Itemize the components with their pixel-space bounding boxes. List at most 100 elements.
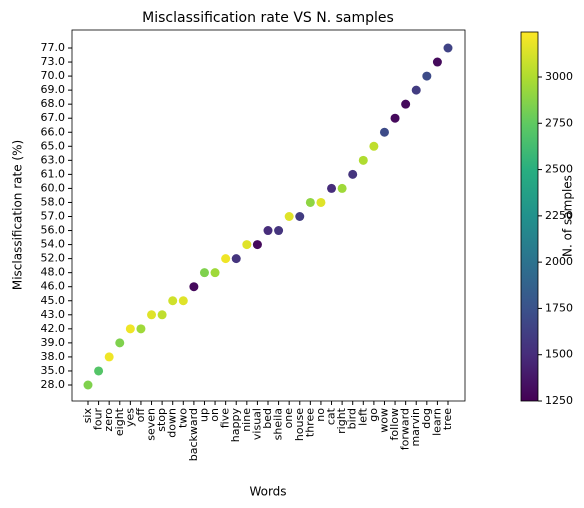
x-tick-label: right: [335, 407, 348, 434]
point: [178, 296, 188, 306]
point: [401, 99, 411, 109]
point: [284, 212, 294, 221]
point: [189, 282, 199, 292]
colorbar-tick-label: 2500: [545, 163, 573, 176]
x-tick-label: bed: [261, 408, 274, 429]
point: [221, 254, 231, 264]
point: [125, 324, 135, 334]
plot-frame: [71, 29, 466, 402]
x-tick-label: four: [92, 408, 105, 431]
y-tick-label: 28.0: [41, 378, 66, 391]
x-tick-label: yes: [123, 408, 136, 427]
point: [327, 183, 337, 193]
y-tick-label: 54.0: [41, 238, 66, 251]
colorbar-label: N. of samples: [561, 175, 575, 257]
x-tick-label: left: [356, 407, 369, 426]
x-tick-label: three: [303, 408, 316, 437]
x-tick-label: wow: [377, 408, 390, 433]
point: [411, 85, 421, 95]
x-tick-label: tree: [441, 408, 454, 430]
point: [242, 240, 252, 250]
point: [252, 240, 262, 250]
colorbar-tick-label: 1500: [545, 348, 573, 361]
x-tick-label: eight: [113, 407, 126, 436]
point: [422, 71, 432, 81]
colorbar: [520, 31, 539, 402]
x-tick-label: two: [176, 408, 189, 428]
y-tick-label: 67.0: [41, 111, 66, 124]
point: [369, 141, 379, 151]
y-tick-label: 61.0: [41, 167, 66, 180]
x-tick-label: up: [197, 408, 210, 422]
point: [358, 155, 368, 165]
x-tick-label: house: [293, 408, 306, 441]
x-axis-label: Words: [249, 485, 286, 499]
x-tick-label: cat: [325, 407, 338, 425]
point: [295, 212, 305, 221]
x-tick-label: marvin: [409, 408, 422, 447]
point: [104, 352, 114, 362]
x-tick-label: happy: [229, 408, 242, 443]
point: [390, 113, 400, 123]
point: [348, 169, 358, 179]
point: [115, 338, 125, 348]
colorbar-tick-label: 3000: [545, 70, 573, 83]
point: [379, 127, 389, 137]
y-tick-label: 77.0: [41, 41, 66, 54]
colorbar-tick-label: 1250: [545, 394, 573, 407]
y-tick-label: 60.0: [41, 181, 66, 194]
y-tick-label: 65.0: [41, 139, 66, 152]
point: [443, 43, 453, 53]
colorbar-tick-label: 2250: [545, 209, 573, 222]
point: [305, 197, 315, 207]
x-tick-label: follow: [388, 408, 401, 440]
x-tick-label: down: [166, 408, 179, 438]
x-tick-label: nine: [240, 408, 253, 432]
x-tick-label: six: [81, 408, 94, 424]
y-tick-label: 46.0: [41, 280, 66, 293]
colorbar-tick-label: 2000: [545, 255, 573, 268]
point: [147, 310, 157, 320]
point: [94, 366, 104, 376]
x-tick-label: five: [219, 408, 232, 428]
colorbar-tick-label: 2750: [545, 116, 573, 129]
x-tick-label: one: [282, 408, 295, 429]
y-tick-label: 57.0: [41, 210, 66, 223]
point: [157, 310, 167, 320]
x-tick-label: bird: [346, 408, 359, 429]
point: [168, 296, 178, 306]
y-tick-label: 39.0: [41, 336, 66, 349]
point: [136, 324, 146, 334]
x-tick-label: zero: [102, 408, 115, 432]
y-tick-label: 69.0: [41, 83, 66, 96]
point: [337, 183, 347, 193]
colorbar-tick-label: 1750: [545, 301, 573, 314]
y-tick-label: 48.0: [41, 266, 66, 279]
y-tick-label: 68.0: [41, 97, 66, 110]
x-tick-label: sheila: [272, 408, 285, 440]
chart-title: Misclassification rate VS N. samples: [142, 10, 394, 26]
point: [199, 268, 209, 278]
point: [316, 197, 326, 207]
x-tick-label: dog: [420, 408, 433, 429]
point: [274, 226, 284, 236]
point: [231, 254, 241, 264]
x-tick-label: backward: [187, 408, 200, 461]
y-tick-label: 58.0: [41, 195, 66, 208]
x-tick-label: on: [208, 408, 221, 422]
point: [83, 380, 93, 390]
point: [210, 268, 220, 278]
y-tick-label: 52.0: [41, 252, 66, 265]
y-tick-label: 73.0: [41, 55, 66, 68]
y-tick-label: 70.0: [41, 69, 66, 82]
y-tick-label: 35.0: [41, 364, 66, 377]
x-tick-label: no: [314, 408, 327, 422]
x-tick-label: seven: [145, 408, 158, 441]
y-tick-label: 63.0: [41, 153, 66, 166]
x-tick-label: learn: [430, 408, 443, 436]
y-tick-label: 45.0: [41, 294, 66, 307]
y-tick-label: 42.0: [41, 322, 66, 335]
y-tick-label: 43.0: [41, 308, 66, 321]
y-axis-label: Misclassification rate (%): [11, 140, 25, 290]
